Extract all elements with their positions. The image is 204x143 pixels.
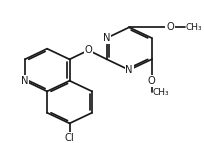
Text: O: O bbox=[147, 76, 155, 86]
Text: N: N bbox=[103, 33, 110, 43]
Text: N: N bbox=[21, 76, 28, 86]
Text: O: O bbox=[84, 45, 92, 55]
Text: CH₃: CH₃ bbox=[185, 23, 201, 32]
Text: CH₃: CH₃ bbox=[152, 88, 169, 97]
Text: N: N bbox=[125, 65, 132, 75]
Text: Cl: Cl bbox=[64, 133, 74, 143]
Text: O: O bbox=[165, 22, 173, 32]
